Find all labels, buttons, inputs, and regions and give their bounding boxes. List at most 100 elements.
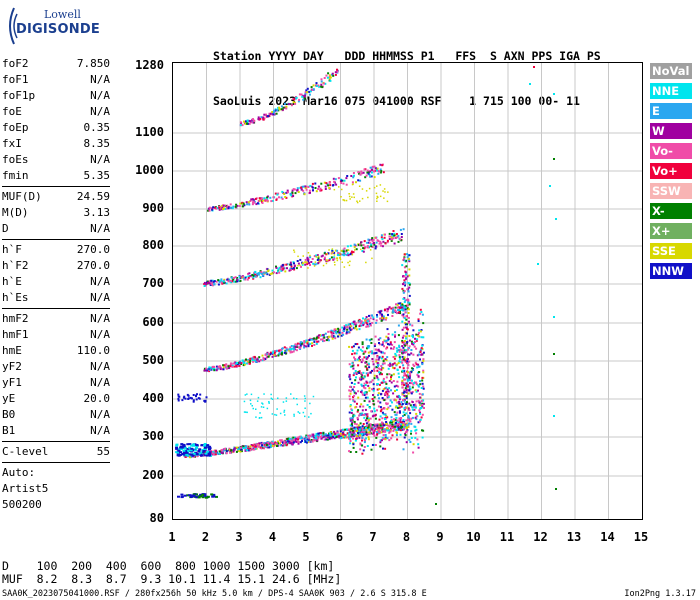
- x-tick-label: 4: [268, 530, 277, 544]
- param-name: foEp: [2, 121, 29, 134]
- polarization-legend: NoVal NNE E W Vo- Vo+ SSW X- X+ SSE NNW: [650, 63, 692, 283]
- header-values: SaoLuis 2023 Mar16 075 041000 RSF 1 715 …: [213, 94, 580, 108]
- y-tick-label: 600: [142, 315, 164, 329]
- param-separator: [2, 186, 110, 187]
- param-row: fxI 8.35: [2, 136, 110, 152]
- param-name: foE: [2, 105, 22, 118]
- param-separator: [2, 239, 110, 240]
- param-name: hmE: [2, 344, 22, 357]
- legend-item-vo: Vo+: [650, 163, 692, 179]
- param-value: N/A: [90, 105, 110, 118]
- y-tick-label: 700: [142, 276, 164, 290]
- param-row: hmE 110.0: [2, 343, 110, 359]
- echo-traces: [175, 66, 557, 505]
- param-value: N/A: [90, 291, 110, 304]
- param-name: yE: [2, 392, 16, 405]
- param-name: yF1: [2, 376, 22, 389]
- legend-item-vo: Vo-: [650, 143, 692, 159]
- param-name: D: [2, 222, 9, 235]
- y-tick-label: 1280: [135, 58, 164, 72]
- param-name: yF2: [2, 360, 22, 373]
- x-tick-label: 8: [402, 530, 411, 544]
- param-name: MUF(D): [2, 190, 42, 203]
- legend-item-nne: NNE: [650, 83, 692, 99]
- param-note: 500200: [2, 498, 42, 511]
- footer-version: Ion2Png 1.3.17: [624, 589, 696, 599]
- x-tick-label: 2: [201, 530, 210, 544]
- param-row: h`F2 270.0: [2, 258, 110, 274]
- param-name: foF2: [2, 57, 29, 70]
- param-row: hmF1 N/A: [2, 327, 110, 343]
- param-row: C-level 55: [2, 444, 110, 460]
- param-value: 55: [96, 445, 110, 458]
- param-name: fmin: [2, 169, 29, 182]
- digisonde-logo: Lowell DIGISONDE: [4, 6, 100, 46]
- param-value: N/A: [90, 328, 110, 341]
- param-row: foE N/A: [2, 104, 110, 120]
- param-name: h`F2: [2, 259, 29, 272]
- param-value: 24.59: [76, 190, 110, 203]
- x-tick-label: 9: [436, 530, 444, 544]
- x-tick-label: 13: [566, 530, 582, 544]
- param-value: 8.35: [83, 137, 111, 150]
- param-row: B0 N/A: [2, 407, 110, 423]
- param-value: 270.0: [76, 259, 110, 272]
- param-row: M(D) 3.13: [2, 205, 110, 221]
- param-name: fxI: [2, 137, 22, 150]
- param-row: B1 N/A: [2, 423, 110, 439]
- param-row: foF2 7.850: [2, 56, 110, 72]
- legend-item-e: E: [650, 103, 692, 119]
- x-tick-label: 15: [633, 530, 649, 544]
- param-name: hmF1: [2, 328, 29, 341]
- logo-digisonde-text: DIGISONDE: [16, 22, 100, 37]
- x-tick-label: 1: [168, 530, 176, 544]
- header-columns: Station YYYY DAY DDD HHMMSS P1 FFS S AXN…: [213, 49, 601, 63]
- param-row: h`F 270.0: [2, 242, 110, 258]
- muf-values-row: MUF 8.2 8.3 8.7 9.3 10.1 11.4 15.1 24.6 …: [2, 572, 342, 586]
- param-value: 270.0: [76, 243, 110, 256]
- y-tick-label: 800: [142, 238, 164, 252]
- legend-item-x: X+: [650, 223, 692, 239]
- y-tick-label: 900: [142, 201, 164, 215]
- param-name: foF1: [2, 73, 29, 86]
- legend-item-nnw: NNW: [650, 263, 692, 279]
- y-tick-label: 400: [142, 391, 164, 405]
- param-value: N/A: [90, 376, 110, 389]
- param-value: 0.35: [83, 121, 111, 134]
- param-name: foF1p: [2, 89, 36, 102]
- param-name: C-level: [2, 445, 49, 458]
- param-separator: [2, 308, 110, 309]
- param-row: MUF(D) 24.59: [2, 189, 110, 205]
- footer-file-info: SAA0K_2023075041000.RSF / 280fx256h 50 k…: [2, 589, 427, 599]
- param-value: 7.850: [76, 57, 110, 70]
- param-row: h`E N/A: [2, 274, 110, 290]
- param-value: N/A: [90, 153, 110, 166]
- x-tick-label: 5: [302, 530, 310, 544]
- param-value: N/A: [90, 73, 110, 86]
- logo-lowell-text: Lowell: [44, 8, 81, 21]
- ionogram-svg: [173, 63, 642, 519]
- y-tick-label: 1000: [135, 163, 164, 177]
- param-value: N/A: [90, 408, 110, 421]
- param-value: N/A: [90, 424, 110, 437]
- y-tick-label: 300: [142, 429, 164, 443]
- param-row: hmF2 N/A: [2, 311, 110, 327]
- param-value: N/A: [90, 275, 110, 288]
- param-value: 3.13: [83, 206, 111, 219]
- param-value: 110.0: [76, 344, 110, 357]
- param-row: foF1p N/A: [2, 88, 110, 104]
- param-value: 5.35: [83, 169, 111, 182]
- legend-item-noval: NoVal: [650, 63, 692, 79]
- param-note: Auto:: [2, 466, 36, 479]
- param-value: 20.0: [83, 392, 111, 405]
- x-tick-label: 7: [369, 530, 377, 544]
- x-tick-label: 3: [235, 530, 243, 544]
- param-row: h`Es N/A: [2, 290, 110, 306]
- param-row: yF1 N/A: [2, 375, 110, 391]
- param-row: yF2 N/A: [2, 359, 110, 375]
- y-tick-label: 500: [142, 353, 164, 367]
- x-tick-label: 6: [335, 530, 344, 544]
- param-row: D N/A: [2, 221, 110, 237]
- x-tick-label: 14: [600, 530, 615, 544]
- muf-distance-row: D 100 200 400 600 800 1000 1500 3000 [km…: [2, 559, 335, 573]
